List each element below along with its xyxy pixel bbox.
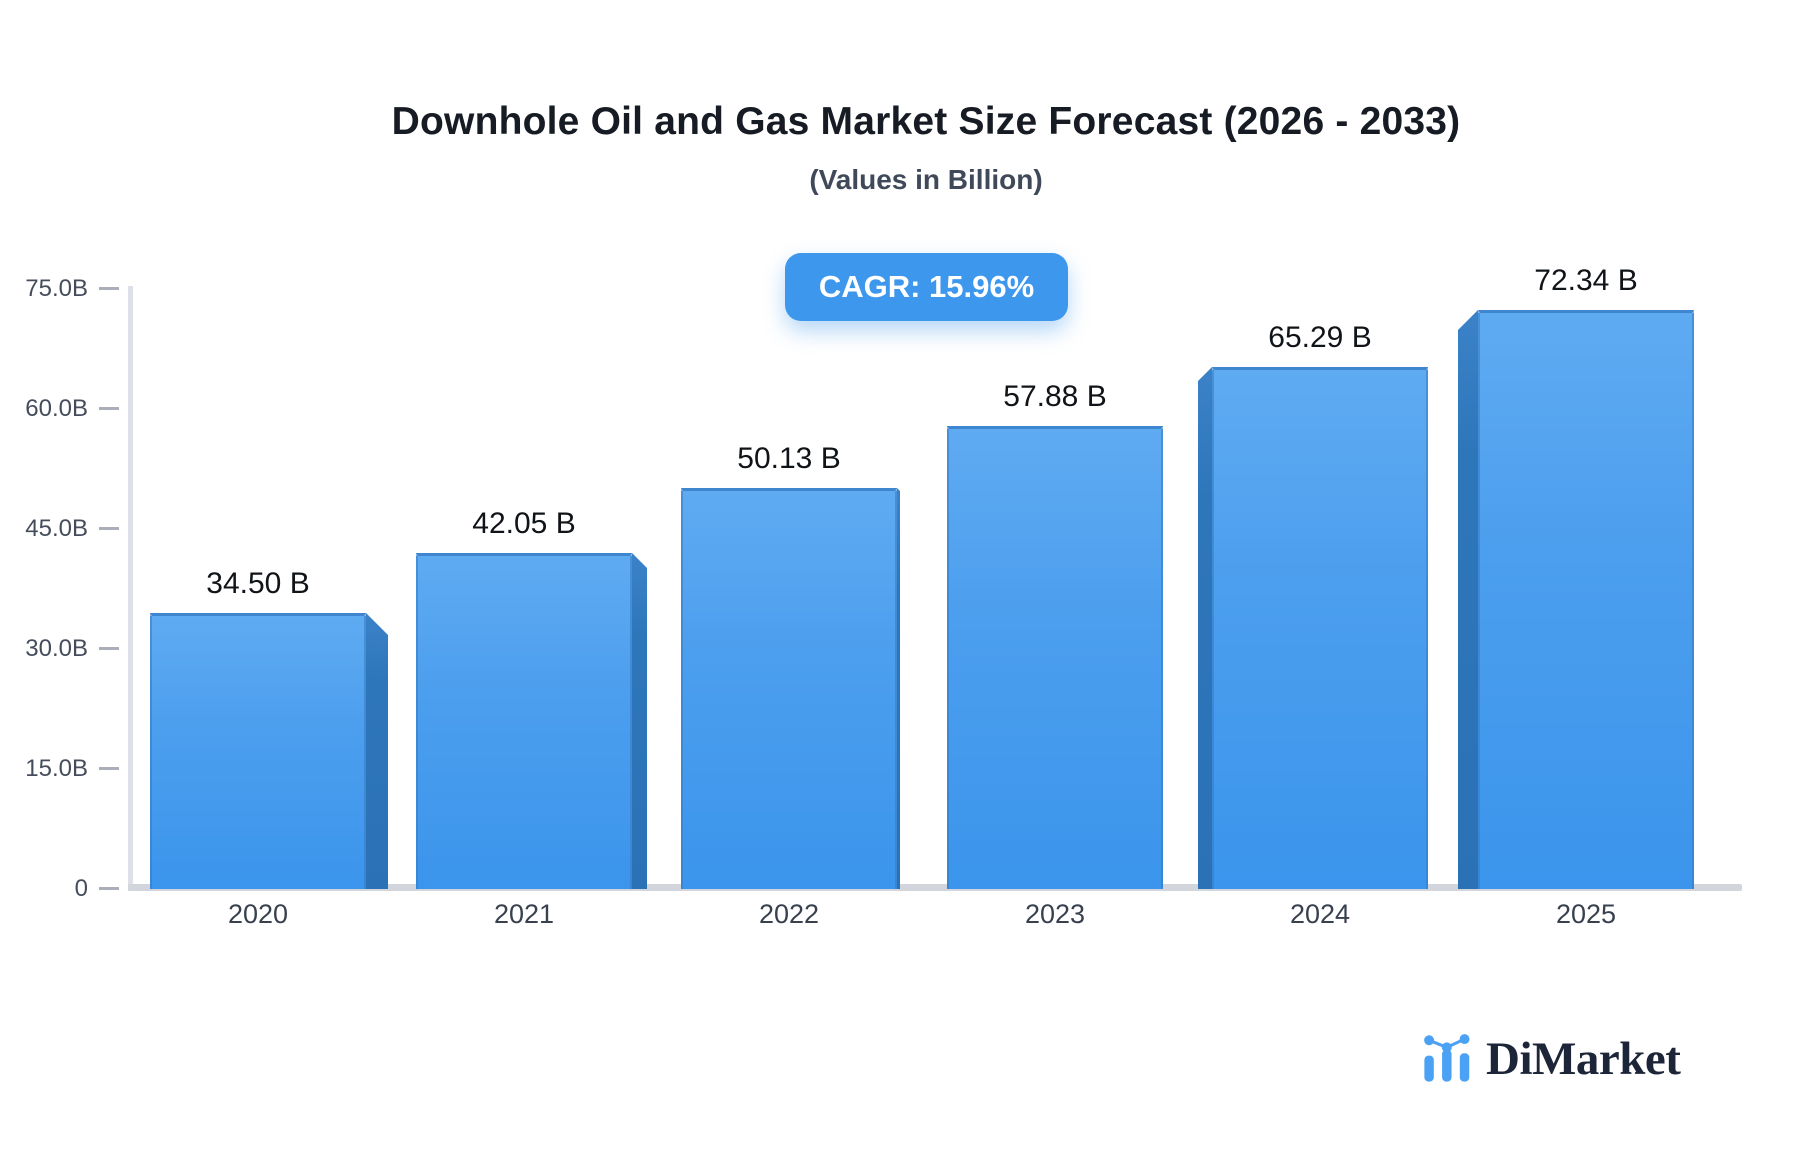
x-axis-label: 2025 [1555,899,1617,929]
mini-bar-chart-icon [1424,1034,1470,1082]
cagr-badge: CAGR: 15.96% [785,253,1068,321]
bar-value-label: 34.50 B [206,567,310,600]
x-axis-label: 2021 [493,899,555,929]
bar-3d-side [1198,367,1212,889]
y-tick-dash [99,527,119,530]
y-tick-dash [99,407,119,410]
page-title: Downhole Oil and Gas Market Size Forecas… [391,100,1461,143]
x-axis-label: 2024 [1289,899,1351,929]
x-axis-label: 2023 [1024,899,1086,929]
bar-face [416,553,632,889]
y-axis-line [128,286,133,891]
x-axis-line [128,884,1742,891]
y-tick-label: 15.0B [25,755,88,782]
bar-3d-side [632,553,647,889]
bar-face [1478,310,1694,889]
y-tick-label: 45.0B [25,515,88,542]
bar-3d-side [897,488,900,889]
bar-value-label: 50.13 B [737,442,841,475]
y-tick-label: 30.0B [25,635,88,662]
bar-2020[interactable] [150,613,388,889]
bar-value-label: 65.29 B [1268,321,1372,354]
y-tick-dash [99,647,119,650]
bar-3d-side [1458,310,1478,889]
brand-name: DiMarket [1486,1033,1681,1086]
bar-value-label: 42.05 B [472,507,576,540]
x-axis-label: 2020 [227,899,289,929]
bar-2022[interactable] [681,488,900,889]
bar-value-label: 57.88 B [1003,380,1107,413]
x-axis-label: 2022 [758,899,820,929]
bar-3d-side [366,613,388,889]
bar-face [150,613,366,889]
y-tick-label: 0 [74,875,88,902]
bar-2021[interactable] [416,553,647,889]
bar-2023[interactable] [947,426,1163,889]
y-tick-dash [99,287,119,290]
y-tick-dash [99,887,119,890]
bar-value-label: 72.34 B [1534,264,1638,297]
chart-subtitle: (Values in Billion) [809,164,1043,195]
y-tick-dash [99,767,119,770]
y-tick-label: 75.0B [25,275,88,302]
bar-face [1212,367,1428,889]
brand-logo: DiMarket [1422,1033,1681,1086]
bar-face [947,426,1163,889]
cagr-badge-label: CAGR: 15.96% [818,269,1035,304]
y-tick-label: 60.0B [25,395,88,422]
bar-face [681,488,897,889]
bar-2025[interactable] [1458,310,1694,889]
bar-2024[interactable] [1198,367,1428,889]
